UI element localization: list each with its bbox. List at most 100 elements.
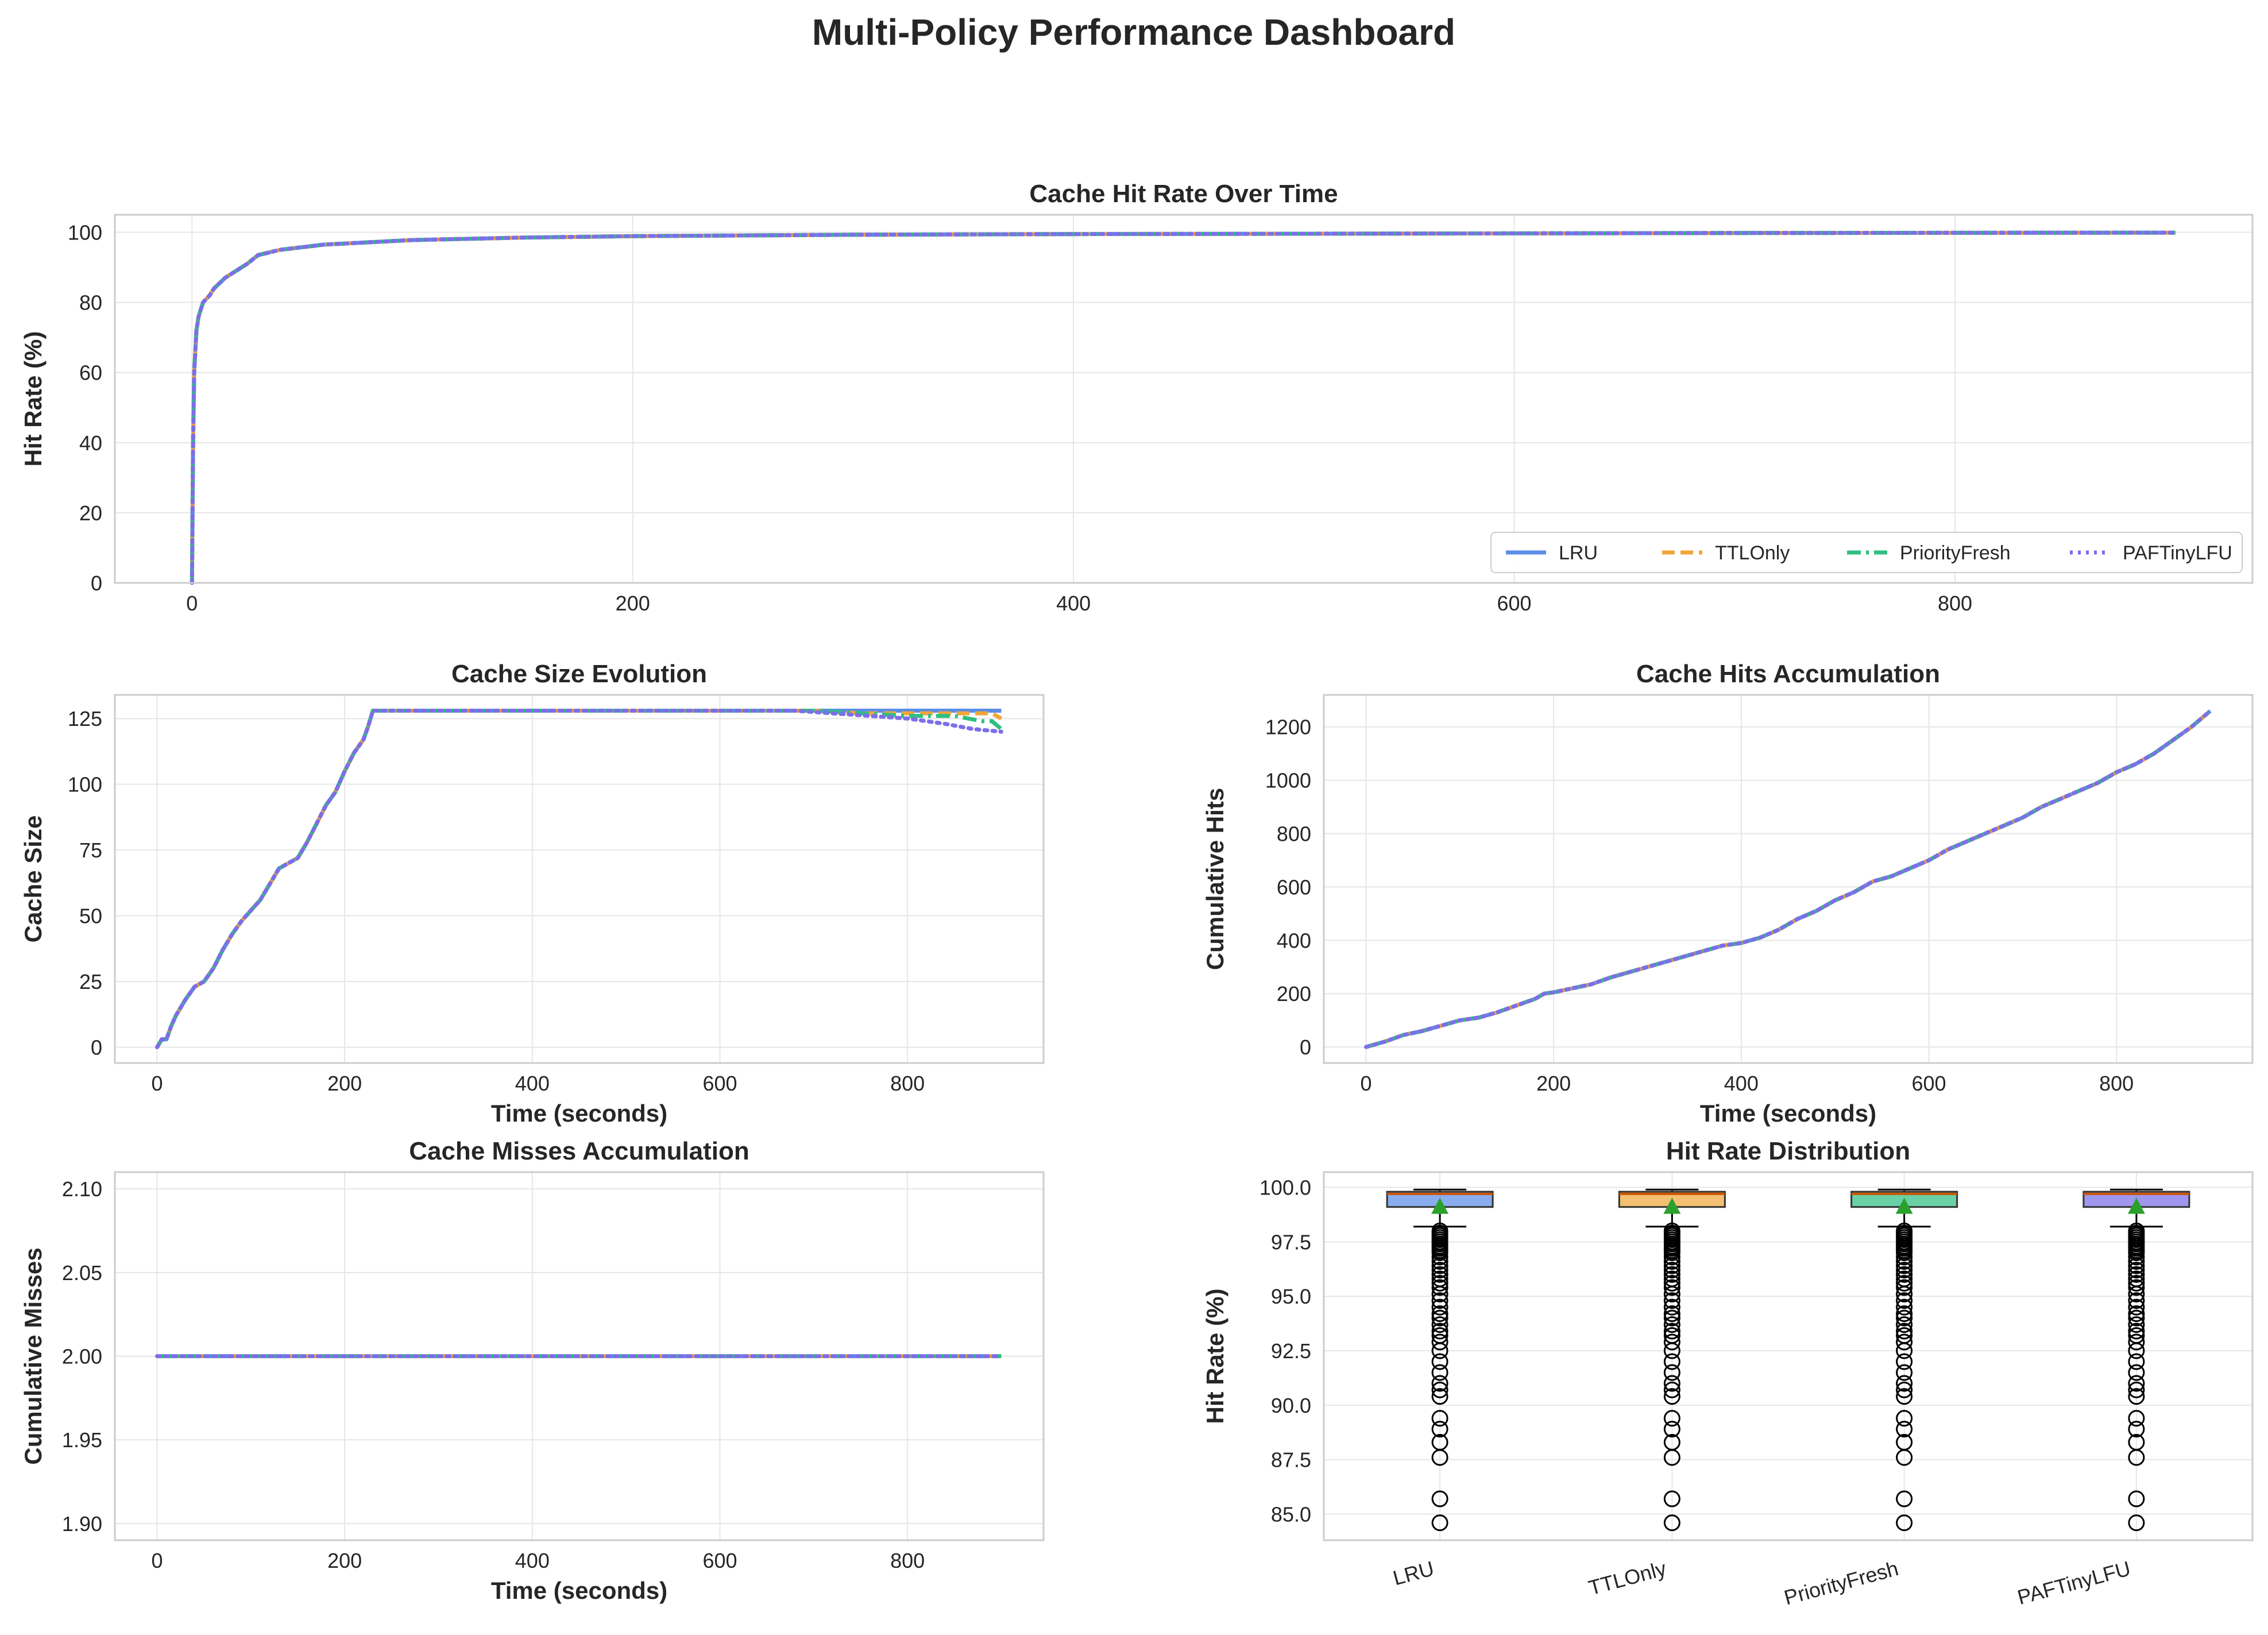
x-tick-label: 200 (327, 1072, 362, 1095)
outlier-point (1663, 1490, 1680, 1508)
plot-area (115, 215, 2252, 583)
outlier-point (1663, 1309, 1680, 1327)
outlier-point (1896, 1490, 1913, 1508)
outlier-point (1431, 1449, 1448, 1466)
outlier-point (1663, 1514, 1680, 1532)
outlier-point (1431, 1353, 1448, 1370)
x-tick-label: 600 (702, 1549, 737, 1572)
x-tick-label: 0 (186, 592, 198, 615)
outlier-point (1431, 1305, 1448, 1323)
outlier-point (1896, 1421, 1913, 1438)
outlier-point (1431, 1410, 1448, 1427)
outlier-point (1663, 1449, 1680, 1466)
outlier-point (1896, 1285, 1913, 1302)
dashboard-title: Multi-Policy Performance Dashboard (812, 11, 1455, 53)
x-tick-label: 200 (616, 592, 650, 615)
outlier-point (1431, 1316, 1448, 1333)
outlier-point (1663, 1285, 1680, 1302)
outlier-point (1663, 1279, 1680, 1296)
y-tick-label: 1.95 (62, 1428, 102, 1452)
y-tick-label: 600 (1277, 875, 1311, 899)
y-tick-label: 100.0 (1259, 1176, 1311, 1200)
series-line-PAFTinyLFU (155, 709, 1003, 1049)
outlier-point (1896, 1292, 1913, 1309)
x-axis-label: Time (seconds) (491, 1577, 667, 1604)
panel-cache_size: 0 200 400 600 800 0 25 50 75 100 125 Cache Size Evo… (20, 660, 1045, 1127)
outlier-point (1896, 1375, 1913, 1392)
panel-title: Cache Hit Rate Over Time (1029, 180, 1338, 208)
legend-label: PriorityFresh (1900, 542, 2011, 564)
outlier-point (2128, 1421, 2145, 1438)
mean-marker (1431, 1197, 1449, 1214)
plot-area (1324, 1172, 2252, 1540)
y-tick-label: 1000 (1265, 769, 1311, 793)
panel-hits: 0 200 400 600 800 0 200 400 600 800 1000 1200 Cache … (1201, 660, 2254, 1127)
outlier-point (1896, 1253, 1913, 1270)
box-PAFTinyLFU (2082, 1188, 2190, 1532)
y-tick-label: 60 (79, 361, 102, 385)
outlier-point (1896, 1410, 1913, 1427)
outlier-point (1431, 1279, 1448, 1296)
x-tick-label: 0 (1360, 1072, 1371, 1095)
outlier-point (1663, 1249, 1680, 1266)
outlier-point (1431, 1262, 1448, 1279)
y-tick-label: 50 (79, 905, 102, 928)
x-tick-label: TTLOnly (1586, 1556, 1669, 1599)
outlier-point (2128, 1266, 2145, 1283)
outlier-point (2128, 1410, 2145, 1427)
outlier-point (2128, 1285, 2145, 1302)
outlier-point (1663, 1292, 1680, 1309)
x-tick-label: 400 (515, 1549, 550, 1572)
outlier-point (1431, 1266, 1448, 1283)
mean-marker (1895, 1197, 1913, 1214)
outlier-point (1896, 1323, 1913, 1340)
box-LRU (1386, 1188, 1494, 1532)
outlier-point (2128, 1274, 2145, 1292)
outlier-point (2128, 1375, 2145, 1392)
outlier-point (1896, 1342, 1913, 1359)
panel-dist: 85.0 87.5 90.0 92.5 95.0 97.5 100.0 LRU TTLOnly P… (1201, 1137, 2254, 1610)
outlier-point (1663, 1274, 1680, 1292)
outlier-point (1896, 1305, 1913, 1323)
x-tick-label: 200 (327, 1549, 362, 1572)
outlier-point (2128, 1333, 2145, 1351)
y-axis-label: Cumulative Misses (20, 1247, 47, 1464)
y-tick-label: 25 (79, 970, 102, 994)
y-tick-label: 2.10 (62, 1177, 102, 1201)
outlier-point (2128, 1323, 2145, 1340)
outlier-point (1431, 1274, 1448, 1292)
x-tick-label: 400 (1056, 592, 1091, 615)
outlier-point (1896, 1298, 1913, 1316)
outlier-point (2128, 1257, 2145, 1274)
outlier-point (2128, 1490, 2145, 1508)
outlier-point (1896, 1244, 1913, 1261)
plot-area (1324, 695, 2252, 1063)
outlier-point (1431, 1253, 1448, 1270)
x-tick-label: LRU (1390, 1556, 1436, 1590)
outlier-point (2128, 1305, 2145, 1323)
outlier-point (1663, 1410, 1680, 1427)
outlier-point (1663, 1253, 1680, 1270)
outlier-point (1896, 1309, 1913, 1327)
y-tick-label: 90.0 (1271, 1394, 1311, 1417)
series-line-PAFTinyLFU (190, 230, 2178, 585)
outlier-point (1431, 1333, 1448, 1351)
panel-title: Cache Misses Accumulation (409, 1137, 749, 1165)
panel-misses: 0 200 400 600 800 1.90 1.95 2.00 2.05 2.10 Cache M… (20, 1137, 1045, 1604)
outlier-point (2128, 1249, 2145, 1266)
outlier-point (2128, 1364, 2145, 1381)
outlier-point (1663, 1421, 1680, 1438)
outlier-point (1431, 1421, 1448, 1438)
y-tick-label: 20 (79, 501, 102, 525)
outlier-point (1663, 1353, 1680, 1370)
y-axis-label: Cumulative Hits (1201, 788, 1228, 970)
x-tick-label: PAFTinyLFU (2015, 1556, 2133, 1609)
y-tick-label: 80 (79, 291, 102, 315)
y-tick-label: 87.5 (1271, 1448, 1311, 1472)
y-tick-label: 0 (91, 1036, 102, 1060)
outlier-point (1896, 1449, 1913, 1466)
y-tick-label: 85.0 (1271, 1502, 1311, 1526)
outlier-point (2128, 1514, 2145, 1532)
